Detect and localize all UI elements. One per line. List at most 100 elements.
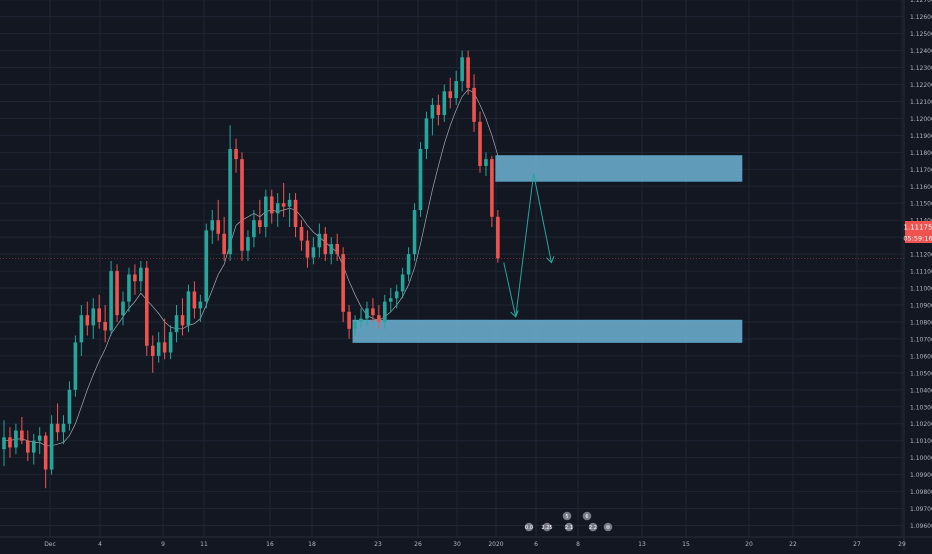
candle-down	[162, 318, 167, 360]
event-marker[interactable]: 2.2	[587, 521, 599, 533]
y-tick-label: 1.11200	[910, 252, 932, 259]
candle-body	[234, 148, 238, 160]
candle-body	[418, 148, 423, 211]
candle-down	[133, 264, 137, 295]
candle-up	[460, 50, 464, 92]
candle-body	[55, 423, 60, 433]
candle-up	[246, 230, 250, 261]
time-axis[interactable]: Dec 4 9 11 16 18 23 26 30 2020 6 8 13 15 20 22 27 29	[0, 536, 932, 548]
zones[interactable]	[352, 155, 743, 343]
support-zone[interactable]	[352, 319, 743, 343]
candle-up	[287, 193, 292, 227]
countdown-label: 05:59:16	[903, 235, 932, 243]
candle-body	[258, 220, 262, 227]
candle-down	[234, 138, 238, 173]
candle-up	[329, 237, 334, 265]
event-marker[interactable]: 6	[581, 510, 593, 522]
candle-body	[121, 301, 125, 316]
candle-up	[406, 247, 411, 282]
y-tick-label: 1.11900	[910, 133, 932, 140]
countdown-badge	[905, 232, 932, 243]
candle-body	[20, 430, 24, 441]
candle-up	[424, 111, 429, 160]
event-marker-circle	[563, 521, 575, 533]
candle-body	[466, 57, 470, 88]
projection-path-bounce[interactable]	[515, 173, 552, 317]
candle-body	[73, 342, 78, 390]
last-price-label: 1.11175	[904, 224, 932, 232]
candle-body	[299, 226, 304, 241]
y-tick-label: 1.09700	[910, 506, 932, 513]
candle-body	[264, 196, 268, 227]
candle-down	[145, 260, 149, 356]
y-tick-label: 1.09600	[910, 523, 932, 530]
candle-up	[174, 305, 179, 343]
event-dot[interactable]	[602, 521, 614, 533]
candle-body	[2, 437, 6, 450]
candle-up	[454, 70, 458, 105]
candle-down	[216, 199, 220, 241]
candle-down	[269, 189, 274, 224]
candle-body	[43, 435, 48, 470]
candle-body	[412, 210, 417, 255]
candle-up	[365, 301, 369, 326]
candles	[2, 50, 500, 489]
candle-down	[8, 427, 12, 458]
candle-body	[37, 435, 42, 441]
candle-body	[222, 233, 226, 255]
candle-down	[496, 210, 500, 263]
candle-up	[388, 288, 393, 312]
candle-body	[293, 199, 298, 227]
x-tick-label: 18	[308, 541, 316, 548]
event-marker[interactable]: 0.0	[523, 521, 535, 533]
x-tick-label: 29	[898, 541, 906, 548]
candle-body	[204, 230, 209, 302]
candle-body	[406, 254, 411, 275]
candle-down	[436, 94, 441, 126]
candle-down	[377, 305, 381, 329]
x-tick-label: 9	[161, 541, 165, 548]
resistance-zone[interactable]	[495, 155, 743, 182]
event-marker[interactable]: 2.25	[541, 521, 553, 533]
candle-down	[371, 298, 375, 322]
candle-body	[26, 440, 30, 453]
candle-up	[198, 294, 203, 322]
event-marker[interactable]: 2.1	[563, 521, 575, 533]
event-marker[interactable]: 5	[561, 510, 573, 522]
event-marker-circle	[523, 521, 535, 533]
event-markers[interactable]: 0.0 2.25 5 2.1 62.2	[523, 510, 614, 533]
candle-down	[335, 233, 339, 261]
y-tick-label: 1.11700	[910, 167, 932, 174]
candle-body	[281, 203, 286, 207]
candle-up	[73, 335, 78, 397]
candle-up	[168, 325, 173, 360]
candle-body	[478, 121, 482, 166]
candle-up	[127, 267, 131, 312]
candle-body	[31, 440, 36, 453]
y-tick-label: 1.10000	[910, 455, 932, 462]
x-tick-label: 16	[266, 541, 274, 548]
candle-body	[240, 159, 244, 251]
price-labels: 1.11175 05:59:16	[903, 221, 932, 243]
candle-up	[400, 267, 405, 299]
candle-body	[67, 389, 72, 424]
candle-body	[174, 315, 179, 333]
candle-down	[299, 220, 304, 251]
projection-path-down[interactable]	[503, 262, 516, 317]
candle-body	[228, 148, 232, 255]
candle-body	[388, 298, 393, 302]
candle-body	[448, 91, 453, 99]
candle-up	[79, 305, 84, 356]
candle-down	[341, 247, 345, 322]
candle-up	[210, 210, 215, 244]
y-tick-label: 1.11800	[910, 150, 932, 157]
x-tick-label: 6	[534, 541, 538, 548]
candle-body	[484, 159, 488, 166]
candle-down	[347, 305, 351, 339]
candle-body	[210, 220, 215, 231]
event-marker-label: 2.1	[565, 525, 573, 531]
projections[interactable]	[503, 173, 552, 317]
candle-down	[20, 416, 24, 445]
